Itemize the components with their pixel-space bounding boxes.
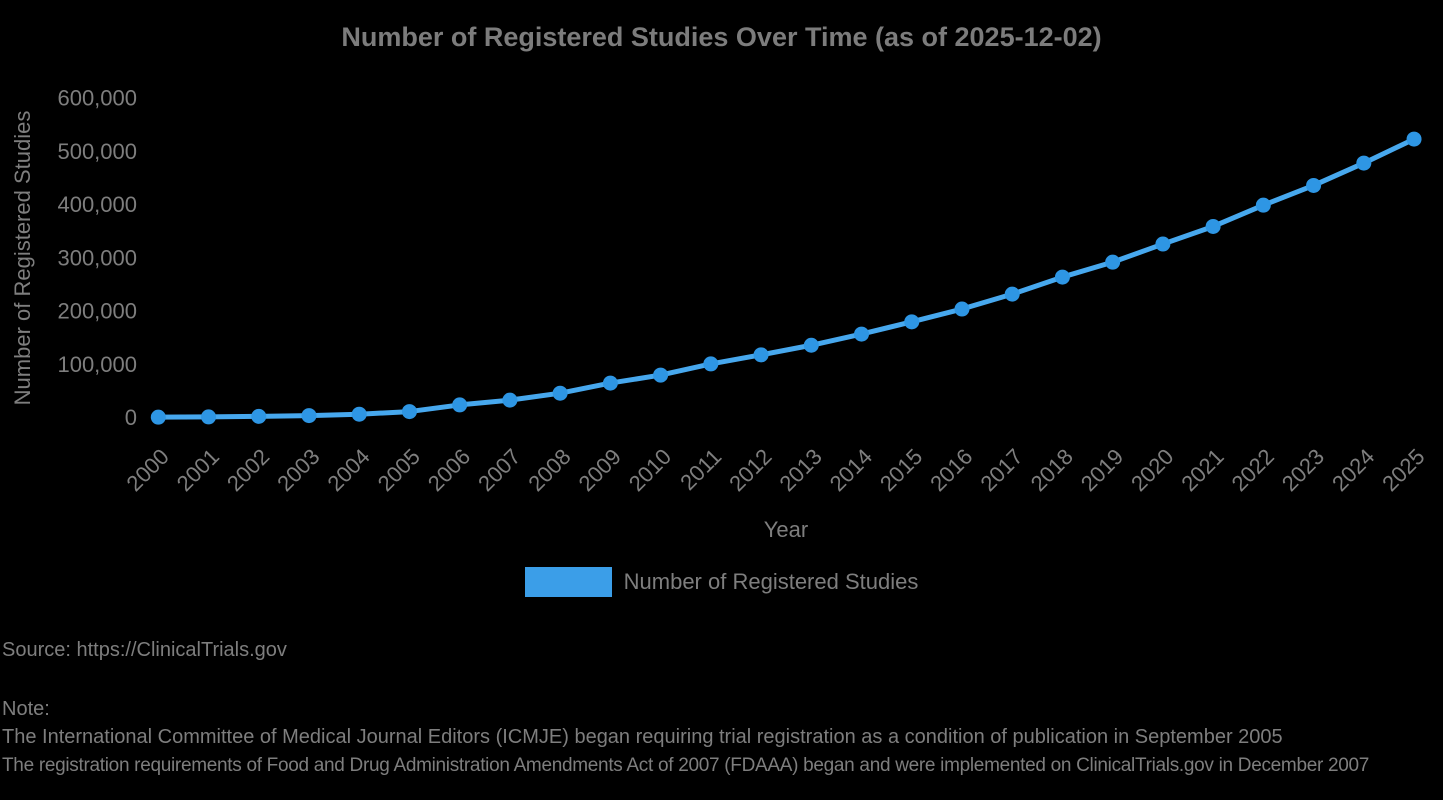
data-point-2009 [602,375,618,391]
x-tick-label: 2024 [1327,444,1379,496]
x-tick-label: 2022 [1227,444,1279,496]
y-tick-label: 400,000 [57,192,137,217]
chart-title: Number of Registered Studies Over Time (… [341,22,1102,52]
data-point-2019 [1105,254,1121,270]
plot-area: 0 100,000 200,000 300,000 400,000 500,000 600,… [57,86,1429,497]
data-point-2011 [703,356,719,372]
x-tick-label: 2014 [825,444,877,496]
x-tick-label: 2008 [523,444,575,496]
x-tick-label: 2002 [222,444,274,496]
x-tick-label: 2025 [1377,444,1429,496]
legend-label: Number of Registered Studies [623,569,919,594]
x-tick-label: 2010 [624,444,676,496]
x-tick-label: 2020 [1126,444,1178,496]
data-point-2021 [1205,218,1221,234]
y-tick-label: 200,000 [57,299,137,324]
x-tick-label: 2003 [272,444,324,496]
data-point-2006 [452,397,468,413]
x-tick-label: 2000 [122,444,174,496]
note-label: Note: [2,698,50,720]
x-tick-label: 2006 [423,444,475,496]
note-line-icmje: The International Committee of Medical J… [2,726,1283,748]
x-tick-label: 2001 [172,444,224,496]
y-tick-label: 300,000 [57,245,137,270]
x-tick-label: 2015 [875,444,927,496]
data-point-2022 [1255,197,1271,213]
y-tick-label: 100,000 [57,352,137,377]
y-tick-label: 500,000 [57,139,137,164]
x-tick-label: 2021 [1176,444,1228,496]
x-tick-label: 2012 [724,444,776,496]
x-axis-title: Year [763,517,809,542]
data-point-2012 [753,347,769,363]
data-point-2016 [954,301,970,317]
x-tick-label: 2018 [1026,444,1078,496]
x-tick-label: 2013 [775,444,827,496]
data-point-2000 [150,409,166,425]
x-tick-label: 2017 [975,444,1027,496]
data-point-2018 [1054,269,1070,285]
data-point-2017 [1004,286,1020,302]
data-point-2007 [502,392,518,408]
x-tick-label: 2009 [574,444,626,496]
note-line-fdaaa: The registration requirements of Food an… [2,755,1370,776]
data-point-2025 [1406,131,1422,147]
x-tick-label: 2007 [473,444,525,496]
data-point-2003 [301,408,317,424]
data-point-2005 [401,404,417,420]
data-point-2023 [1306,177,1322,193]
data-point-2010 [653,367,669,383]
x-tick-label: 2016 [925,444,977,496]
x-tick-label: 2011 [675,444,726,495]
y-tick-label: 0 [125,405,137,430]
data-point-2014 [854,326,870,342]
series-line [155,136,1417,420]
data-point-2008 [552,385,568,401]
legend: Number of Registered Studies [0,567,1443,597]
data-point-2024 [1356,155,1372,171]
data-point-2013 [803,337,819,353]
x-tick-label: 2019 [1076,444,1128,496]
data-point-2002 [251,408,267,424]
y-tick-label: 600,000 [57,86,137,111]
x-tick-label: 2023 [1277,444,1329,496]
legend-swatch [524,567,612,597]
x-tick-label: 2005 [373,444,425,496]
data-point-2020 [1155,236,1171,252]
source-text: Source: https://ClinicalTrials.gov [2,639,287,661]
data-point-2015 [904,314,920,330]
data-point-2001 [201,409,217,425]
data-point-2004 [351,406,367,422]
x-tick-label: 2004 [322,444,374,496]
